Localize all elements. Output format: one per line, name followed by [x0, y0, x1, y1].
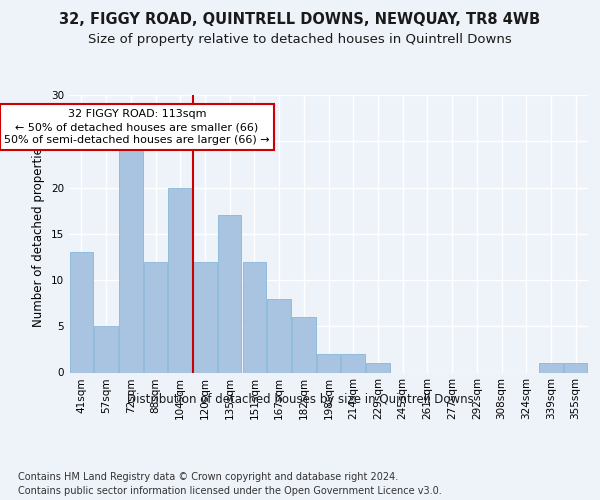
Text: Size of property relative to detached houses in Quintrell Downs: Size of property relative to detached ho…	[88, 32, 512, 46]
Bar	[218, 215, 241, 372]
Text: Contains HM Land Registry data © Crown copyright and database right 2024.: Contains HM Land Registry data © Crown c…	[18, 472, 398, 482]
Bar	[268, 298, 291, 372]
Bar	[539, 363, 563, 372]
Bar	[70, 252, 93, 372]
Bar	[341, 354, 365, 372]
Bar	[292, 317, 316, 372]
Text: 32, FIGGY ROAD, QUINTRELL DOWNS, NEWQUAY, TR8 4WB: 32, FIGGY ROAD, QUINTRELL DOWNS, NEWQUAY…	[59, 12, 541, 28]
Bar	[144, 262, 167, 372]
Bar	[366, 363, 389, 372]
Text: Distribution of detached houses by size in Quintrell Downs: Distribution of detached houses by size …	[127, 392, 473, 406]
Text: Contains public sector information licensed under the Open Government Licence v3: Contains public sector information licen…	[18, 486, 442, 496]
Bar	[119, 141, 143, 372]
Y-axis label: Number of detached properties: Number of detached properties	[32, 141, 46, 327]
Bar	[169, 188, 192, 372]
Bar	[564, 363, 587, 372]
Bar	[317, 354, 340, 372]
Bar	[242, 262, 266, 372]
Text: 32 FIGGY ROAD: 113sqm
← 50% of detached houses are smaller (66)
50% of semi-deta: 32 FIGGY ROAD: 113sqm ← 50% of detached …	[4, 109, 270, 146]
Bar	[94, 326, 118, 372]
Bar	[193, 262, 217, 372]
